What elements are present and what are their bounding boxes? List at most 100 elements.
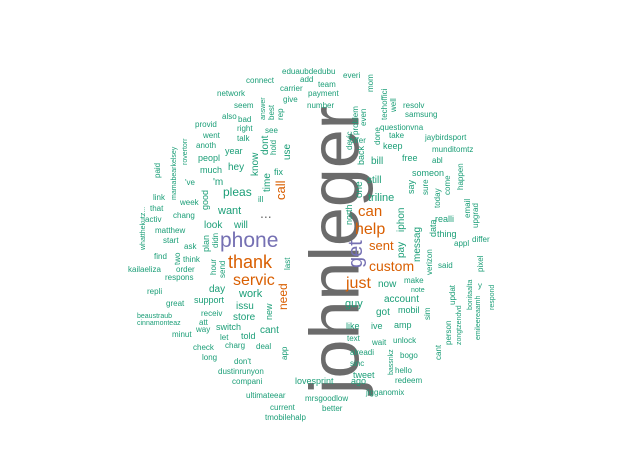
word-jaybirdsport: jaybirdsport [424, 133, 467, 142]
word-just: just [345, 275, 371, 292]
word-upgrad: upgrad [471, 203, 480, 228]
word-switch: switch [216, 322, 241, 332]
word-work: work [238, 288, 263, 300]
word-look: look [204, 220, 223, 231]
word-mobil: mobil [398, 305, 420, 315]
word-good: good [200, 190, 210, 210]
word-sure: sure [421, 179, 430, 195]
word-bogo: bogo [400, 351, 418, 360]
word-now: now [378, 279, 397, 290]
word-thank: thank [228, 252, 273, 272]
word-deal: deal [256, 342, 271, 351]
word-back: back [356, 145, 366, 165]
word-right: right [237, 124, 253, 133]
word-also: also [222, 112, 237, 121]
word-pay: pay [396, 242, 407, 258]
word-wait: wait [371, 338, 387, 347]
word-note: note [411, 287, 425, 294]
word-see: see [265, 126, 278, 135]
word-long: long [202, 353, 217, 362]
word-hey: hey [228, 162, 244, 173]
word-mamabearkelsey: mamabearkelsey [171, 146, 178, 200]
word-text: text [347, 334, 361, 343]
word-eduaubdedubu: eduaubdedubu [282, 67, 335, 76]
word-respons: respons [165, 273, 193, 282]
word-bonitaalta: bonitaalta [467, 280, 474, 310]
word-everi: everi [343, 71, 361, 80]
word-offer: offer [350, 136, 366, 145]
word-still: still [367, 175, 381, 186]
word-iphon: iphon [396, 208, 407, 232]
word-said: said [438, 261, 453, 270]
word-someon: someon [412, 168, 444, 178]
word-network: network [217, 89, 246, 98]
word-phone: phone [220, 229, 278, 252]
word-att: att [199, 318, 209, 327]
word-store: store [233, 312, 256, 323]
word-day: day [209, 284, 225, 295]
word-tweet: tweet [353, 370, 375, 380]
word-hold: hold [269, 140, 278, 155]
word-rovertorr: rovertorr [182, 138, 189, 165]
word-hello: hello [395, 366, 412, 375]
word-come: come [443, 175, 452, 195]
word-way: way [195, 325, 210, 334]
word-person: person [444, 321, 453, 345]
word-answer: answer [260, 97, 267, 120]
word-went: went [202, 131, 221, 140]
word-munditomtz: munditomtz [432, 145, 473, 154]
word-guy: guy [345, 298, 363, 310]
word-talk: talk [237, 134, 250, 143]
word-emileereaamh: emileereaamh [475, 296, 482, 340]
word-account: account [384, 294, 419, 305]
word-bill: bill [371, 156, 383, 167]
word-messag: messag [412, 227, 423, 262]
word-mom: mom [366, 74, 375, 92]
word-alreadi: alreadi [350, 348, 374, 357]
word-redeem: redeem [395, 376, 422, 385]
word-last: last [283, 257, 292, 270]
word-amp: amp [394, 320, 412, 330]
word-fix: fix [274, 167, 284, 177]
word-check: check [193, 343, 215, 352]
word-order: order [176, 265, 195, 274]
word-ill: ill [258, 195, 264, 204]
word-ago: ago [351, 376, 366, 386]
word-custom: custom [369, 258, 414, 274]
word-techoffici: techoffici [380, 88, 389, 120]
word-updat: updat [448, 284, 457, 305]
word-cant: cant [260, 325, 279, 336]
word-even: even [359, 109, 368, 126]
word-send: send [218, 261, 227, 278]
word-problem: problem [351, 106, 360, 135]
word-lovesprint: lovesprint [295, 376, 334, 386]
word-realli: realli [435, 214, 454, 224]
word-connect: connect [246, 76, 275, 85]
word-hour: hour [209, 259, 218, 275]
word-activ: activ [145, 215, 161, 224]
word-ve: 've [185, 178, 196, 187]
word-ask: ask [184, 242, 197, 251]
word-think: think [183, 255, 201, 264]
word-cinnamonteaz: cinnamonteaz [137, 320, 181, 327]
word-take: take [389, 131, 405, 140]
word-provid: provid [195, 120, 217, 129]
word-know: know [250, 152, 261, 176]
word-receiv: receiv [201, 309, 222, 318]
word-time: time [262, 173, 273, 192]
word-pixel: pixel [476, 255, 485, 272]
word-jigganomix: jigganomix [365, 388, 404, 397]
word-need: need [276, 283, 290, 310]
word-carrier: carrier [280, 84, 303, 93]
word-ultimateear: ultimateear [246, 391, 286, 400]
word-let: let [220, 333, 229, 342]
word-bassnkz: bassnkz [388, 349, 395, 375]
word-can: can [358, 203, 382, 220]
word-charg: charg [225, 341, 245, 350]
word-pleas: pleas [223, 185, 252, 199]
word-team: team [318, 80, 336, 89]
word-start: start [163, 236, 179, 245]
word-keep: keep [383, 141, 403, 151]
word-zongtzendvd: zongtzendvd [456, 305, 463, 345]
word-servic: servic [233, 272, 275, 289]
